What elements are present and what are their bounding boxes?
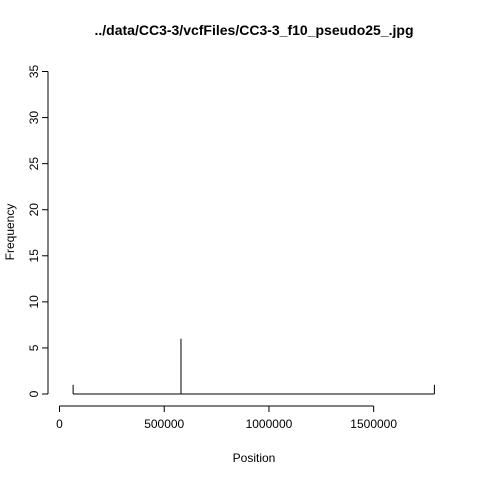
y-tick-label: 30 [27, 111, 41, 125]
y-tick-label: 15 [27, 249, 41, 263]
y-tick-label: 25 [27, 157, 41, 171]
plot-area [72, 338, 435, 395]
x-tick-label: 1500000 [350, 417, 397, 431]
x-axis-label: Position [233, 451, 276, 465]
x-tick-label: 500000 [144, 417, 184, 431]
x-axis: 0 500000 1000000 1500000 [56, 405, 397, 431]
y-tick-label: 20 [27, 203, 41, 217]
y-tick-label: 5 [27, 344, 41, 351]
chart-title: ../data/CC3-3/vcfFiles/CC3-3_f10_pseudo2… [95, 22, 414, 38]
x-tick-label: 0 [56, 417, 63, 431]
y-tick-label: 10 [27, 295, 41, 309]
x-tick-label: 1000000 [246, 417, 293, 431]
y-tick-label: 35 [27, 65, 41, 79]
y-axis-label: Frequency [3, 204, 17, 261]
y-axis: 0 5 10 15 20 25 30 35 [27, 65, 49, 397]
y-tick-label: 0 [27, 390, 41, 397]
